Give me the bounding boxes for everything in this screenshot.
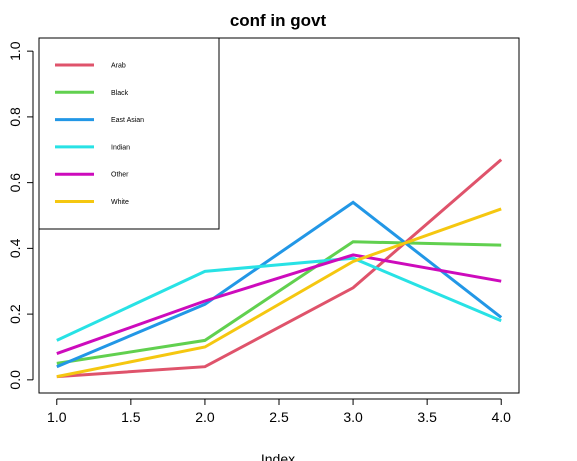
series-lines xyxy=(56,158,503,379)
legend-item: White xyxy=(55,199,129,206)
x-tick-label: 1.5 xyxy=(121,409,141,425)
legend-item: Black xyxy=(55,90,129,97)
y-tick-label: 0.4 xyxy=(7,238,23,258)
legend-item: Indian xyxy=(55,144,130,151)
y-axis: 0.0 0.2 0.4 0.6 0.8 1.0 xyxy=(7,41,34,390)
x-tick-label: 4.0 xyxy=(491,409,511,425)
legend-box xyxy=(38,37,220,230)
chart-title: conf in govt xyxy=(230,11,327,30)
y-tick-label: 0.6 xyxy=(7,173,23,193)
legend-label: Indian xyxy=(111,144,130,151)
x-tick-label: 3.5 xyxy=(417,409,437,425)
legend-item: Other xyxy=(55,172,129,179)
legend-label: Black xyxy=(111,90,129,97)
legend-label: East Asian xyxy=(111,117,144,124)
legend-item: Arab xyxy=(55,63,126,70)
x-axis: 1.0 1.5 2.0 2.5 3.0 3.5 4.0 xyxy=(47,398,511,425)
legend-label: Other xyxy=(111,172,129,179)
y-tick-label: 0.2 xyxy=(7,304,23,324)
x-tick-label: 2.0 xyxy=(195,409,215,425)
y-tick-label: 1.0 xyxy=(7,41,23,61)
legend-label: White xyxy=(111,199,129,206)
series-line-east-asian xyxy=(56,200,503,369)
y-tick-label: 0.8 xyxy=(7,107,23,127)
y-tick-label: 0.0 xyxy=(7,370,23,390)
x-axis-label: Index xyxy=(261,451,295,461)
x-tick-label: 1.0 xyxy=(47,409,67,425)
x-tick-label: 3.0 xyxy=(343,409,363,425)
series-line-arab xyxy=(56,158,503,379)
legend-item: East Asian xyxy=(55,117,144,124)
series-line-other xyxy=(56,253,502,356)
legend: Arab Black East Asian Indian Other White xyxy=(38,37,220,230)
series-line-black xyxy=(56,240,502,365)
x-tick-label: 2.5 xyxy=(269,409,289,425)
legend-label: Arab xyxy=(111,63,126,70)
series-line-indian xyxy=(56,256,502,342)
series-line-white xyxy=(56,207,502,379)
